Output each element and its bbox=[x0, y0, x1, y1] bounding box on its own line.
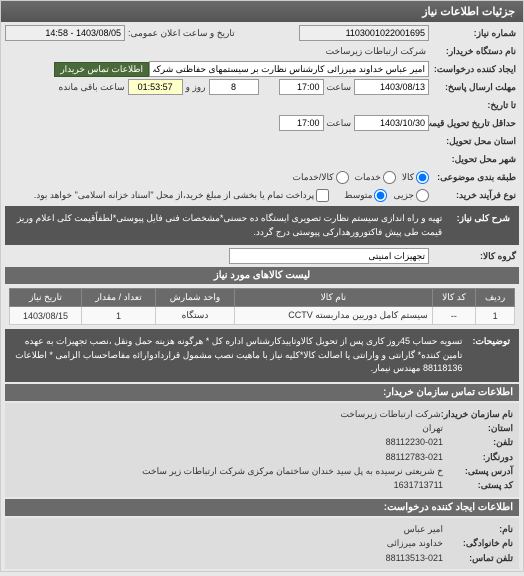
creator-phone-label: تلفن تماس: bbox=[443, 551, 513, 565]
budget-type-group: کالا خدمات کالا/خدمات bbox=[293, 171, 429, 184]
buyer-province: تهران bbox=[422, 421, 443, 435]
org-name-label: نام دستگاه خریدار: bbox=[429, 46, 519, 57]
to-date-label: تا تاریخ: bbox=[429, 100, 519, 111]
buyer-postcode: 1631713711 bbox=[394, 478, 443, 492]
need-details-panel: جزئیات اطلاعات نیاز شماره نیاز: تاریخ و … bbox=[0, 0, 524, 572]
th-code: کد کالا bbox=[432, 289, 475, 307]
goods-group-label: گروه کالا: bbox=[429, 251, 519, 262]
radio-kala[interactable]: کالا bbox=[402, 171, 429, 184]
goods-list-title: لیست کالاهای مورد نیاز bbox=[5, 267, 519, 284]
payment-note-text: پرداخت تمام یا بخشی از مبلغ خرید،از محل … bbox=[34, 190, 314, 201]
td-code: -- bbox=[432, 307, 475, 325]
goods-group-field bbox=[229, 248, 429, 264]
notes-label: توضیحات: bbox=[468, 335, 513, 376]
creator-name: امیر عباس bbox=[404, 522, 443, 536]
radio-jozee[interactable]: جزیی bbox=[393, 189, 429, 202]
price-change-time bbox=[279, 115, 324, 131]
buy-process-group: جزیی متوسط bbox=[344, 189, 429, 202]
exec-city-label: شهر محل تحویل: bbox=[429, 154, 519, 165]
need-number-label: شماره نیاز: bbox=[429, 28, 519, 39]
need-desc-text: تهیه و راه اندازی سیستم نظارت تصویری ایس… bbox=[11, 212, 442, 239]
need-desc-label: شرح کلی نیاز: bbox=[448, 212, 513, 239]
radio-motavasset[interactable]: متوسط bbox=[344, 189, 387, 202]
radio-both-input[interactable] bbox=[336, 171, 349, 184]
notes-section: توضیحات: تسویه حساب 45روز کاری پس از تحو… bbox=[5, 329, 519, 382]
creator-name-label: نام: bbox=[443, 522, 513, 536]
days-left-field bbox=[209, 79, 259, 95]
budget-type-label: طبقه بندی موضوعی: bbox=[429, 172, 519, 183]
send-deadline-time bbox=[279, 79, 324, 95]
public-announce-label: تاریخ و ساعت اعلان عمومی: bbox=[125, 28, 238, 39]
creator-contact-title: اطلاعات ایجاد کننده درخواست: bbox=[5, 499, 519, 516]
form-area: شماره نیاز: تاریخ و ساعت اعلان عمومی: نا… bbox=[1, 22, 523, 571]
exec-province-label: استان محل تحویل: bbox=[429, 136, 519, 147]
creator-label: ایجاد کننده درخواست: bbox=[429, 64, 519, 75]
td-unit: دستگاه bbox=[155, 307, 234, 325]
price-change-label: حداقل تاریخ تحویل قیمت: تا تاریخ: bbox=[429, 118, 519, 129]
td-qty: 1 bbox=[82, 307, 156, 325]
send-deadline-date bbox=[354, 79, 429, 95]
th-row: ردیف bbox=[476, 289, 515, 307]
buyer-fax: 88112783-021 bbox=[386, 450, 443, 464]
radio-both[interactable]: کالا/خدمات bbox=[293, 171, 349, 184]
public-announce-field bbox=[5, 25, 125, 41]
buyer-addr-label: آدرس پستی: bbox=[443, 464, 513, 478]
th-qty: تعداد / مقدار bbox=[82, 289, 156, 307]
goods-table: ردیف کد کالا نام کالا واحد شمارش تعداد /… bbox=[9, 288, 515, 325]
radio-jozee-input[interactable] bbox=[416, 189, 429, 202]
table-header-row: ردیف کد کالا نام کالا واحد شمارش تعداد /… bbox=[10, 289, 515, 307]
send-deadline-label: مهلت ارسال پاسخ: bbox=[429, 82, 519, 93]
buyer-phone: 88112230-021 bbox=[386, 435, 443, 449]
buyer-org-label: نام سازمان خریدار: bbox=[441, 407, 513, 421]
org-name-value: شرکت ارتباطات زیرساخت bbox=[323, 46, 429, 57]
buyer-phone-label: تلفن: bbox=[443, 435, 513, 449]
need-desc-section: شرح کلی نیاز: تهیه و راه اندازی سیستم نظ… bbox=[5, 206, 519, 245]
payment-note-checkbox[interactable] bbox=[316, 189, 329, 202]
td-name: سیستم کامل دوربین مداربسته CCTV bbox=[235, 307, 433, 325]
radio-kala-input[interactable] bbox=[416, 171, 429, 184]
buyer-province-label: استان: bbox=[443, 421, 513, 435]
payment-note-check[interactable]: پرداخت تمام یا بخشی از مبلغ خرید،از محل … bbox=[34, 189, 329, 202]
notes-text: تسویه حساب 45روز کاری پس از تحویل کالاوت… bbox=[11, 335, 462, 376]
need-number-field bbox=[299, 25, 429, 41]
buyer-addr: خ شریعتی نرسیده به پل سید خندان ساختمان … bbox=[142, 464, 443, 478]
radio-khadamat-input[interactable] bbox=[383, 171, 396, 184]
td-date: 1403/08/15 bbox=[10, 307, 82, 325]
buyer-postcode-label: کد پستی: bbox=[443, 478, 513, 492]
buyer-contact-title: اطلاعات تماس سازمان خریدار: bbox=[5, 384, 519, 401]
time-label-2: ساعت bbox=[324, 118, 355, 129]
remaining-label: ساعت باقی مانده bbox=[56, 82, 128, 93]
td-row: 1 bbox=[476, 307, 515, 325]
creator-phone: 88113513-021 bbox=[386, 551, 443, 565]
buyer-contact-block: نام سازمان خریدار:شرکت ارتباطات زیرساخت … bbox=[5, 403, 519, 497]
buy-process-label: نوع فرآیند خرید: bbox=[429, 190, 519, 201]
th-unit: واحد شمارش bbox=[155, 289, 234, 307]
th-name: نام کالا bbox=[235, 289, 433, 307]
panel-title: جزئیات اطلاعات نیاز bbox=[1, 1, 523, 22]
creator-field bbox=[149, 61, 429, 77]
radio-motavasset-input[interactable] bbox=[374, 189, 387, 202]
days-word: روز و bbox=[183, 82, 209, 93]
buyer-info-button[interactable]: اطلاعات تماس خریدار bbox=[54, 62, 149, 77]
buyer-org: شرکت ارتباطات زیرساخت bbox=[340, 407, 440, 421]
time-label-1: ساعت bbox=[324, 82, 355, 93]
price-change-date bbox=[354, 115, 429, 131]
table-row: 1 -- سیستم کامل دوربین مداربسته CCTV دست… bbox=[10, 307, 515, 325]
th-date: تاریخ نیاز bbox=[10, 289, 82, 307]
countdown-field bbox=[128, 79, 183, 95]
radio-khadamat[interactable]: خدمات bbox=[355, 171, 396, 184]
creator-family: خداوند میرزائی bbox=[387, 536, 443, 550]
creator-family-label: نام خانوادگی: bbox=[443, 536, 513, 550]
buyer-fax-label: دورنگار: bbox=[443, 450, 513, 464]
goods-table-wrap: ردیف کد کالا نام کالا واحد شمارش تعداد /… bbox=[5, 286, 519, 327]
creator-contact-block: نام:امیر عباس نام خانوادگی:خداوند میرزائ… bbox=[5, 518, 519, 569]
